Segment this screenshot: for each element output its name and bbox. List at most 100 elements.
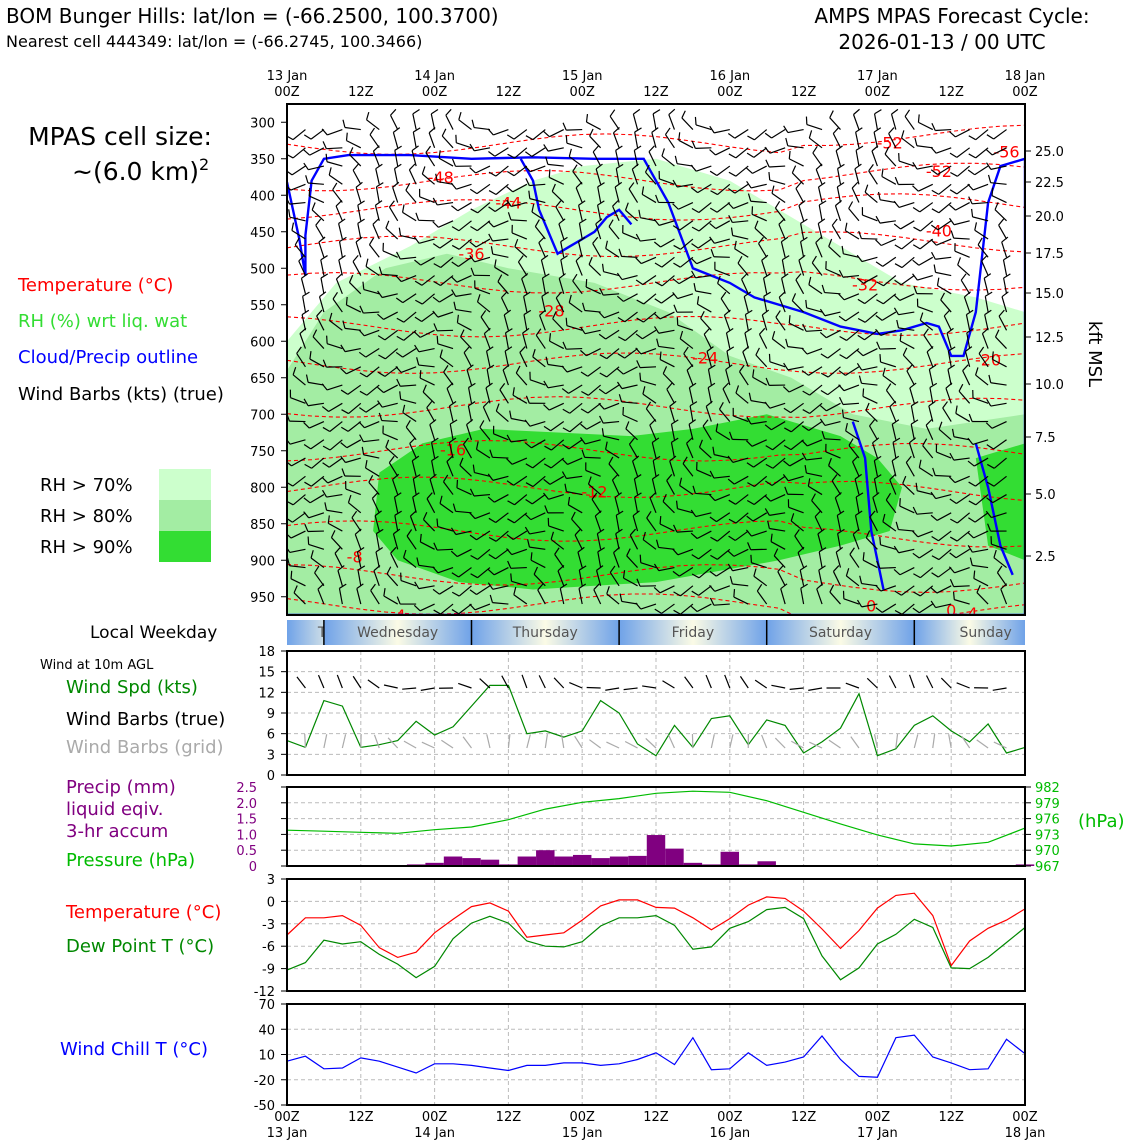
wind-barb [913,567,934,579]
wind-barb [761,254,769,276]
pressure-tick-label: 750 [250,445,275,460]
wind-barb [799,565,808,586]
wind-barb [691,548,712,560]
kft-tick-label: 17.5 [1035,247,1064,262]
wind-barb [735,385,749,404]
wind-barb [943,309,952,331]
wind-barb [562,439,583,450]
wind-barb [985,421,1007,429]
wind-barb [770,533,786,550]
wind-barb [930,165,952,176]
wind-barb [916,298,933,313]
wind-barb [412,474,421,495]
wind-barb [672,548,694,556]
wind-barb [696,461,712,477]
wind-barb [831,218,842,240]
wind-barb [828,238,841,258]
wind-barb [506,129,528,140]
wind-barb [788,150,804,167]
wind-barb [575,181,583,203]
wind-barb [672,275,694,285]
wind-barb [668,108,676,130]
wind-barb [931,220,952,231]
wind-barb [338,583,347,605]
wind-barb [550,531,565,550]
station-title: BOM Bunger Hills: lat/lon = (-66.2500, 1… [6,4,499,28]
wind-barb [815,163,823,185]
wind-barb [469,488,491,497]
wind-barb [416,557,435,569]
wind-barb [599,415,620,424]
wind-barb [487,473,509,481]
precip-tick-label: 1.0 [236,828,257,843]
wind-barb [998,218,1008,240]
wind-panel: Wind at 10m AGL Wind Spd (kts) Wind Barbs… [40,645,1026,784]
wind-barb [471,119,491,131]
wind-barb [910,419,919,440]
wind-barb [829,584,841,605]
wind-barb [287,512,306,523]
wind-barb [488,183,509,196]
wind-barb [347,494,362,514]
grid-wind-barb [462,736,472,749]
wind-barb [413,329,435,338]
wind-speed-line [286,684,1026,757]
wind-barb [690,183,712,194]
wind-barb [528,190,546,204]
wind-barb [996,565,1008,587]
wind-barb [768,171,786,185]
isotherm-line [287,352,1025,374]
isotherm-label: 0 [946,601,956,620]
wind-barb [902,347,915,368]
wind-barb [597,182,605,203]
wind-barb [658,170,675,185]
wind-barb [801,452,823,461]
wind-barb [601,428,620,441]
wind-barb [882,513,897,532]
kft-tick-label: 12.5 [1035,331,1064,346]
wind-barb [400,572,417,587]
wind-barb [636,360,657,369]
wind-barb [758,327,768,349]
wind-barb [506,165,528,177]
wind-barb [733,589,749,605]
wind-barb [673,603,694,615]
wind-barb [321,402,343,413]
wind-tick-label: 12 [258,686,275,701]
top-date-label: 17 Jan [857,69,898,84]
wind-barb [805,299,823,313]
wind-barb [728,512,749,524]
cloud-outline [287,153,1025,615]
wind-barb [320,255,328,276]
wind-barb [912,548,934,559]
wind-barb [303,439,325,450]
wind-barb [774,200,786,222]
wind-barb [507,560,527,569]
wind-barb [456,479,472,496]
isotherm-label: -12 [581,483,607,502]
wind-barb [395,366,417,373]
wind-barb [725,328,734,349]
wind-barb [918,459,934,477]
grid-wind-barb [774,737,786,749]
wind-barb [662,366,675,386]
wind-barb [617,329,638,342]
wind-barb [525,475,546,488]
wind-barb [409,510,417,532]
true-wind-barb [402,687,417,690]
wind-barb [314,565,325,587]
grid-wind-barb [850,736,860,749]
kft-tick-label: 5.0 [1035,488,1056,503]
wind-barb [767,520,786,532]
grid-wind-barb [710,734,715,749]
wind-barb [515,365,528,386]
wind-barb [287,530,306,539]
wind-barb [820,348,841,359]
wind-barb [709,236,730,244]
wind-barb [652,109,661,130]
top-date-label: 18 Jan [1005,69,1046,84]
wind-barb [409,437,417,459]
wind-barb [818,547,827,568]
wind-barb [302,291,310,313]
wind-barb [852,108,860,130]
